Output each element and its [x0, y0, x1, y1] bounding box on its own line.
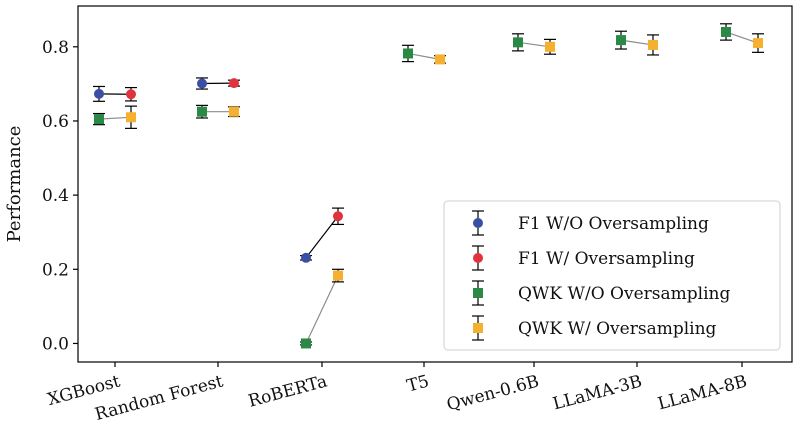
connector-lines — [98, 31, 759, 344]
data-point — [197, 106, 207, 117]
connector-line — [305, 275, 339, 344]
legend-label: QWK W/O Oversampling — [518, 284, 730, 304]
connector-line — [517, 41, 551, 48]
legend: F1 W/O Oversampling F1 W/ Oversampling QWK… — [443, 200, 781, 351]
x-tick-label: LLaMA-3B — [551, 372, 645, 415]
y-axis: 0.0 0.2 0.4 0.6 0.8 — [42, 38, 78, 354]
connector-line — [305, 215, 339, 259]
legend-label: F1 W/ Oversampling — [518, 249, 695, 269]
legend-label: F1 W/O Oversampling — [518, 214, 709, 234]
y-tick-label: 0.0 — [42, 334, 69, 354]
data-point — [753, 38, 763, 49]
data-point — [545, 41, 555, 52]
connector-line — [98, 116, 132, 120]
y-tick-label: 0.2 — [42, 260, 69, 280]
legend-marker — [473, 253, 483, 263]
y-tick-label: 0.4 — [42, 186, 69, 206]
data-point — [513, 37, 523, 48]
legend-marker — [473, 288, 483, 298]
legend-label: QWK W/ Oversampling — [518, 319, 717, 339]
x-tick-label: Qwen-0.6B — [445, 372, 542, 416]
data-point — [94, 114, 104, 125]
data-point — [94, 88, 104, 99]
connector-line — [620, 39, 654, 46]
connector-line — [725, 31, 759, 44]
data-markers — [94, 26, 763, 349]
data-point — [403, 48, 413, 59]
data-point — [333, 211, 343, 222]
legend-box — [443, 200, 781, 351]
data-point — [301, 252, 311, 263]
x-tick-label: T5 — [405, 372, 432, 397]
data-point — [721, 26, 731, 37]
y-tick-label: 0.6 — [42, 112, 69, 132]
data-point — [229, 106, 239, 117]
data-point — [301, 338, 311, 349]
data-point — [333, 270, 343, 281]
data-point — [616, 35, 626, 46]
data-point — [648, 39, 658, 50]
plot-frame — [77, 5, 793, 363]
data-point — [197, 78, 207, 89]
x-tick-label: LLaMA-8B — [656, 372, 750, 415]
data-point — [229, 78, 239, 89]
data-point — [126, 112, 136, 123]
data-point — [126, 89, 136, 100]
data-point — [435, 54, 445, 65]
connector-line — [407, 52, 441, 60]
y-axis-label: Performance — [4, 126, 25, 243]
x-tick-label: RoBERTa — [246, 372, 329, 412]
y-tick-label: 0.8 — [42, 38, 69, 58]
legend-marker — [473, 323, 483, 333]
legend-marker — [473, 218, 483, 228]
